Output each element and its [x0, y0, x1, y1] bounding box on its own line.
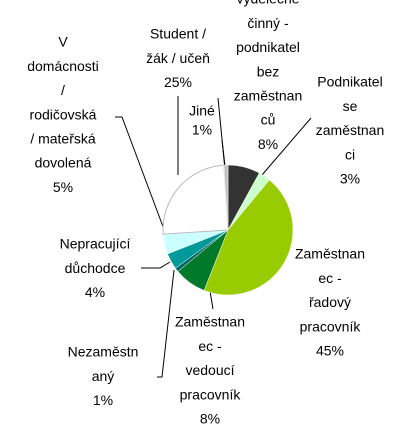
slice-label: zaměstnan: [234, 88, 302, 104]
slice-label: V: [58, 34, 68, 50]
pie-slice: [162, 164, 229, 235]
slice-label: ců: [261, 112, 276, 128]
leader-line: [115, 116, 166, 233]
leader-line: [157, 269, 175, 378]
slice-label: aný: [92, 368, 115, 384]
pie-slice: [203, 179, 294, 296]
slice-label: pracovník: [180, 386, 242, 402]
value-label: 45%: [316, 343, 344, 359]
slice-label: bez: [257, 63, 280, 79]
slice-label: podnikatel: [236, 39, 300, 55]
value-label: 3%: [340, 171, 360, 187]
slice-label: vedoucí: [185, 362, 234, 378]
leader-line: [221, 139, 226, 167]
slice-label: Jiné: [189, 103, 215, 119]
slice-label: Zaměstnan: [175, 314, 245, 330]
slice-label: / mateřská: [30, 131, 96, 147]
value-label: 1%: [93, 392, 113, 408]
slice-label: dovolená: [35, 155, 92, 171]
slice-label: se: [343, 98, 358, 114]
leader-line: [261, 117, 312, 176]
value-label: 4%: [85, 284, 105, 300]
value-label: 8%: [200, 411, 220, 424]
slice-label: rodičovská: [30, 106, 97, 122]
leader-line: [141, 261, 171, 269]
slice-label: výdělečně: [236, 0, 299, 7]
slice-label: řadový: [309, 294, 351, 310]
slice-label: Podnikatel: [317, 74, 382, 90]
slice-label: činný -: [247, 15, 289, 31]
slice-label: Nezaměstn: [68, 344, 139, 360]
value-label: 1%: [192, 122, 212, 138]
slice-label: /: [61, 82, 65, 98]
slice-label: Nepracující: [60, 236, 131, 252]
value-label: 25%: [164, 74, 192, 90]
slice-label: ec -: [318, 270, 342, 286]
slice-label: zaměstnan: [316, 122, 384, 138]
slice-label: žák / učeň: [146, 50, 210, 66]
slice-label: ec -: [198, 338, 222, 354]
slice-label: domácnosti: [27, 58, 99, 74]
slice-label: ci: [345, 146, 355, 162]
value-label: 8%: [258, 136, 278, 152]
slice-label: Zaměstnan: [295, 246, 365, 262]
slice-label: pracovník: [300, 318, 362, 334]
slice-label: důchodce: [65, 260, 126, 276]
slice-label: Student /: [150, 26, 206, 42]
value-label: 5%: [53, 179, 73, 195]
pie-slice: [223, 164, 229, 231]
